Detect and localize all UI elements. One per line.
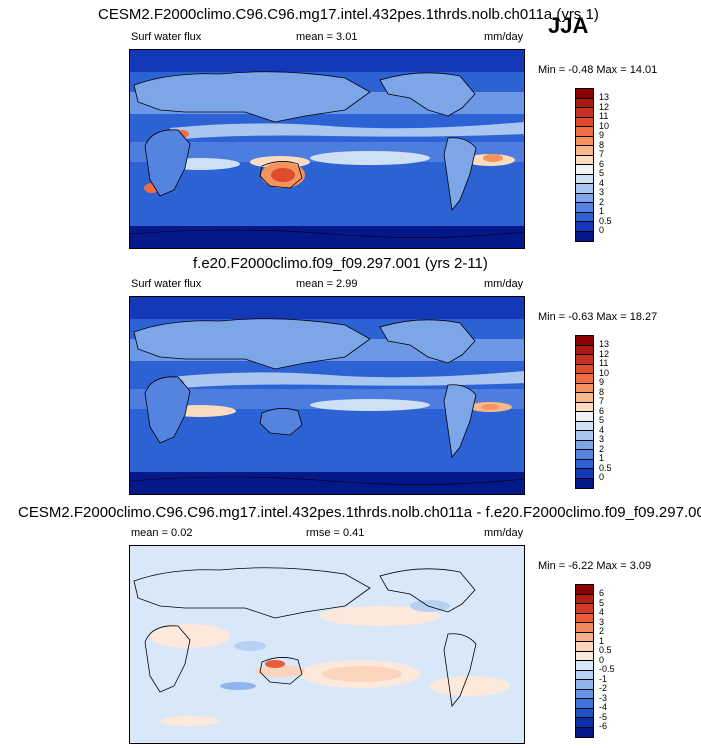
panel-1-colorbar <box>575 88 594 242</box>
colorbar-tick: 3 <box>599 616 605 627</box>
colorbar-tick: -1 <box>599 673 608 684</box>
panel-2-variable-label: Surf water flux <box>131 278 202 290</box>
colorbar-tick: -3 <box>599 692 608 703</box>
colorbar-tick: 11 <box>599 111 609 121</box>
colorbar-tick: 13 <box>599 339 610 349</box>
colorbar-tick: 8 <box>599 386 605 397</box>
colorbar-tick: 0 <box>599 654 605 665</box>
colorbar-tick: -5 <box>599 711 608 722</box>
panel-2-mean-label: mean = 2.99 <box>296 278 358 290</box>
colorbar-tick: 0 <box>599 225 605 235</box>
panel-2-title: f.e20.F2000climo.f09_f09.297.001 (yrs 2-… <box>193 255 488 272</box>
colorbar-tick: 4 <box>599 424 605 435</box>
colorbar-tick: 1 <box>599 206 605 216</box>
panel-3-rmse-label: rmse = 0.41 <box>306 527 365 539</box>
colorbar-tick: -2 <box>599 683 608 693</box>
colorbar-tick: 1 <box>599 453 605 463</box>
colorbar-tick: 0.5 <box>599 215 612 226</box>
panel-2-map <box>129 296 525 495</box>
colorbar-tick: 2 <box>599 196 605 207</box>
panel-2-colorbar <box>575 335 594 489</box>
colorbar-tick: 1 <box>599 635 605 646</box>
colorbar-tick: -4 <box>599 702 608 712</box>
panel-3-map <box>129 545 525 744</box>
panel-1-minmax-label: Min = -0.48 Max = 14.01 <box>538 64 658 76</box>
colorbar-tick: 9 <box>599 377 605 387</box>
colorbar-tick: 8 <box>599 139 605 150</box>
colorbar-tick: 6 <box>599 405 605 416</box>
colorbar-tick: 0 <box>599 472 605 482</box>
colorbar-tick: 5 <box>599 597 605 608</box>
panel-1-variable-label: Surf water flux <box>131 31 202 43</box>
colorbar-tick: 6 <box>599 588 605 598</box>
colorbar-tick: 10 <box>599 367 610 378</box>
colorbar-tick: 7 <box>599 149 605 159</box>
panel-1-mean-label: mean = 3.01 <box>296 31 358 43</box>
panel-3-title: CESM2.F2000climo.C96.C96.mg17.intel.432p… <box>18 504 701 521</box>
colorbar-tick: 7 <box>599 396 605 406</box>
colorbar-tick: 12 <box>599 348 610 359</box>
panel-3-units-label: mm/day <box>484 527 524 539</box>
colorbar-tick: 9 <box>599 130 605 140</box>
panel-1-units-label: mm/day <box>484 31 524 43</box>
colorbar-tick: 3 <box>599 187 605 197</box>
colorbar-tick: 0.5 <box>599 462 612 473</box>
colorbar-tick: 13 <box>599 92 610 102</box>
colorbar-tick: 4 <box>599 607 605 617</box>
panel-3-minmax-label: Min = -6.22 Max = 3.09 <box>538 560 652 572</box>
colorbar-tick: 5 <box>599 168 605 178</box>
colorbar-tick: 12 <box>599 101 610 112</box>
colorbar-tick: 5 <box>599 415 605 425</box>
colorbar-tick: 11 <box>599 358 609 368</box>
panel-2-minmax-label: Min = -0.63 Max = 18.27 <box>538 311 658 323</box>
panel-1-title: CESM2.F2000climo.C96.C96.mg17.intel.432p… <box>98 6 599 23</box>
colorbar-tick: 6 <box>599 158 605 169</box>
colorbar-tick: 0.5 <box>599 645 612 655</box>
colorbar-tick: -6 <box>599 721 608 731</box>
colorbar-tick: 2 <box>599 443 605 454</box>
season-label: JJA <box>548 13 589 38</box>
panel-1-map <box>129 49 525 249</box>
colorbar-tick: -0.5 <box>599 664 615 674</box>
panel-2-units-label: mm/day <box>484 278 524 290</box>
colorbar-tick: 4 <box>599 177 605 188</box>
colorbar-tick: 10 <box>599 120 610 131</box>
colorbar-tick: 2 <box>599 626 605 636</box>
panel-3-mean-label: mean = 0.02 <box>131 527 193 539</box>
colorbar-tick: 3 <box>599 434 605 444</box>
panel-3-colorbar <box>575 584 594 738</box>
